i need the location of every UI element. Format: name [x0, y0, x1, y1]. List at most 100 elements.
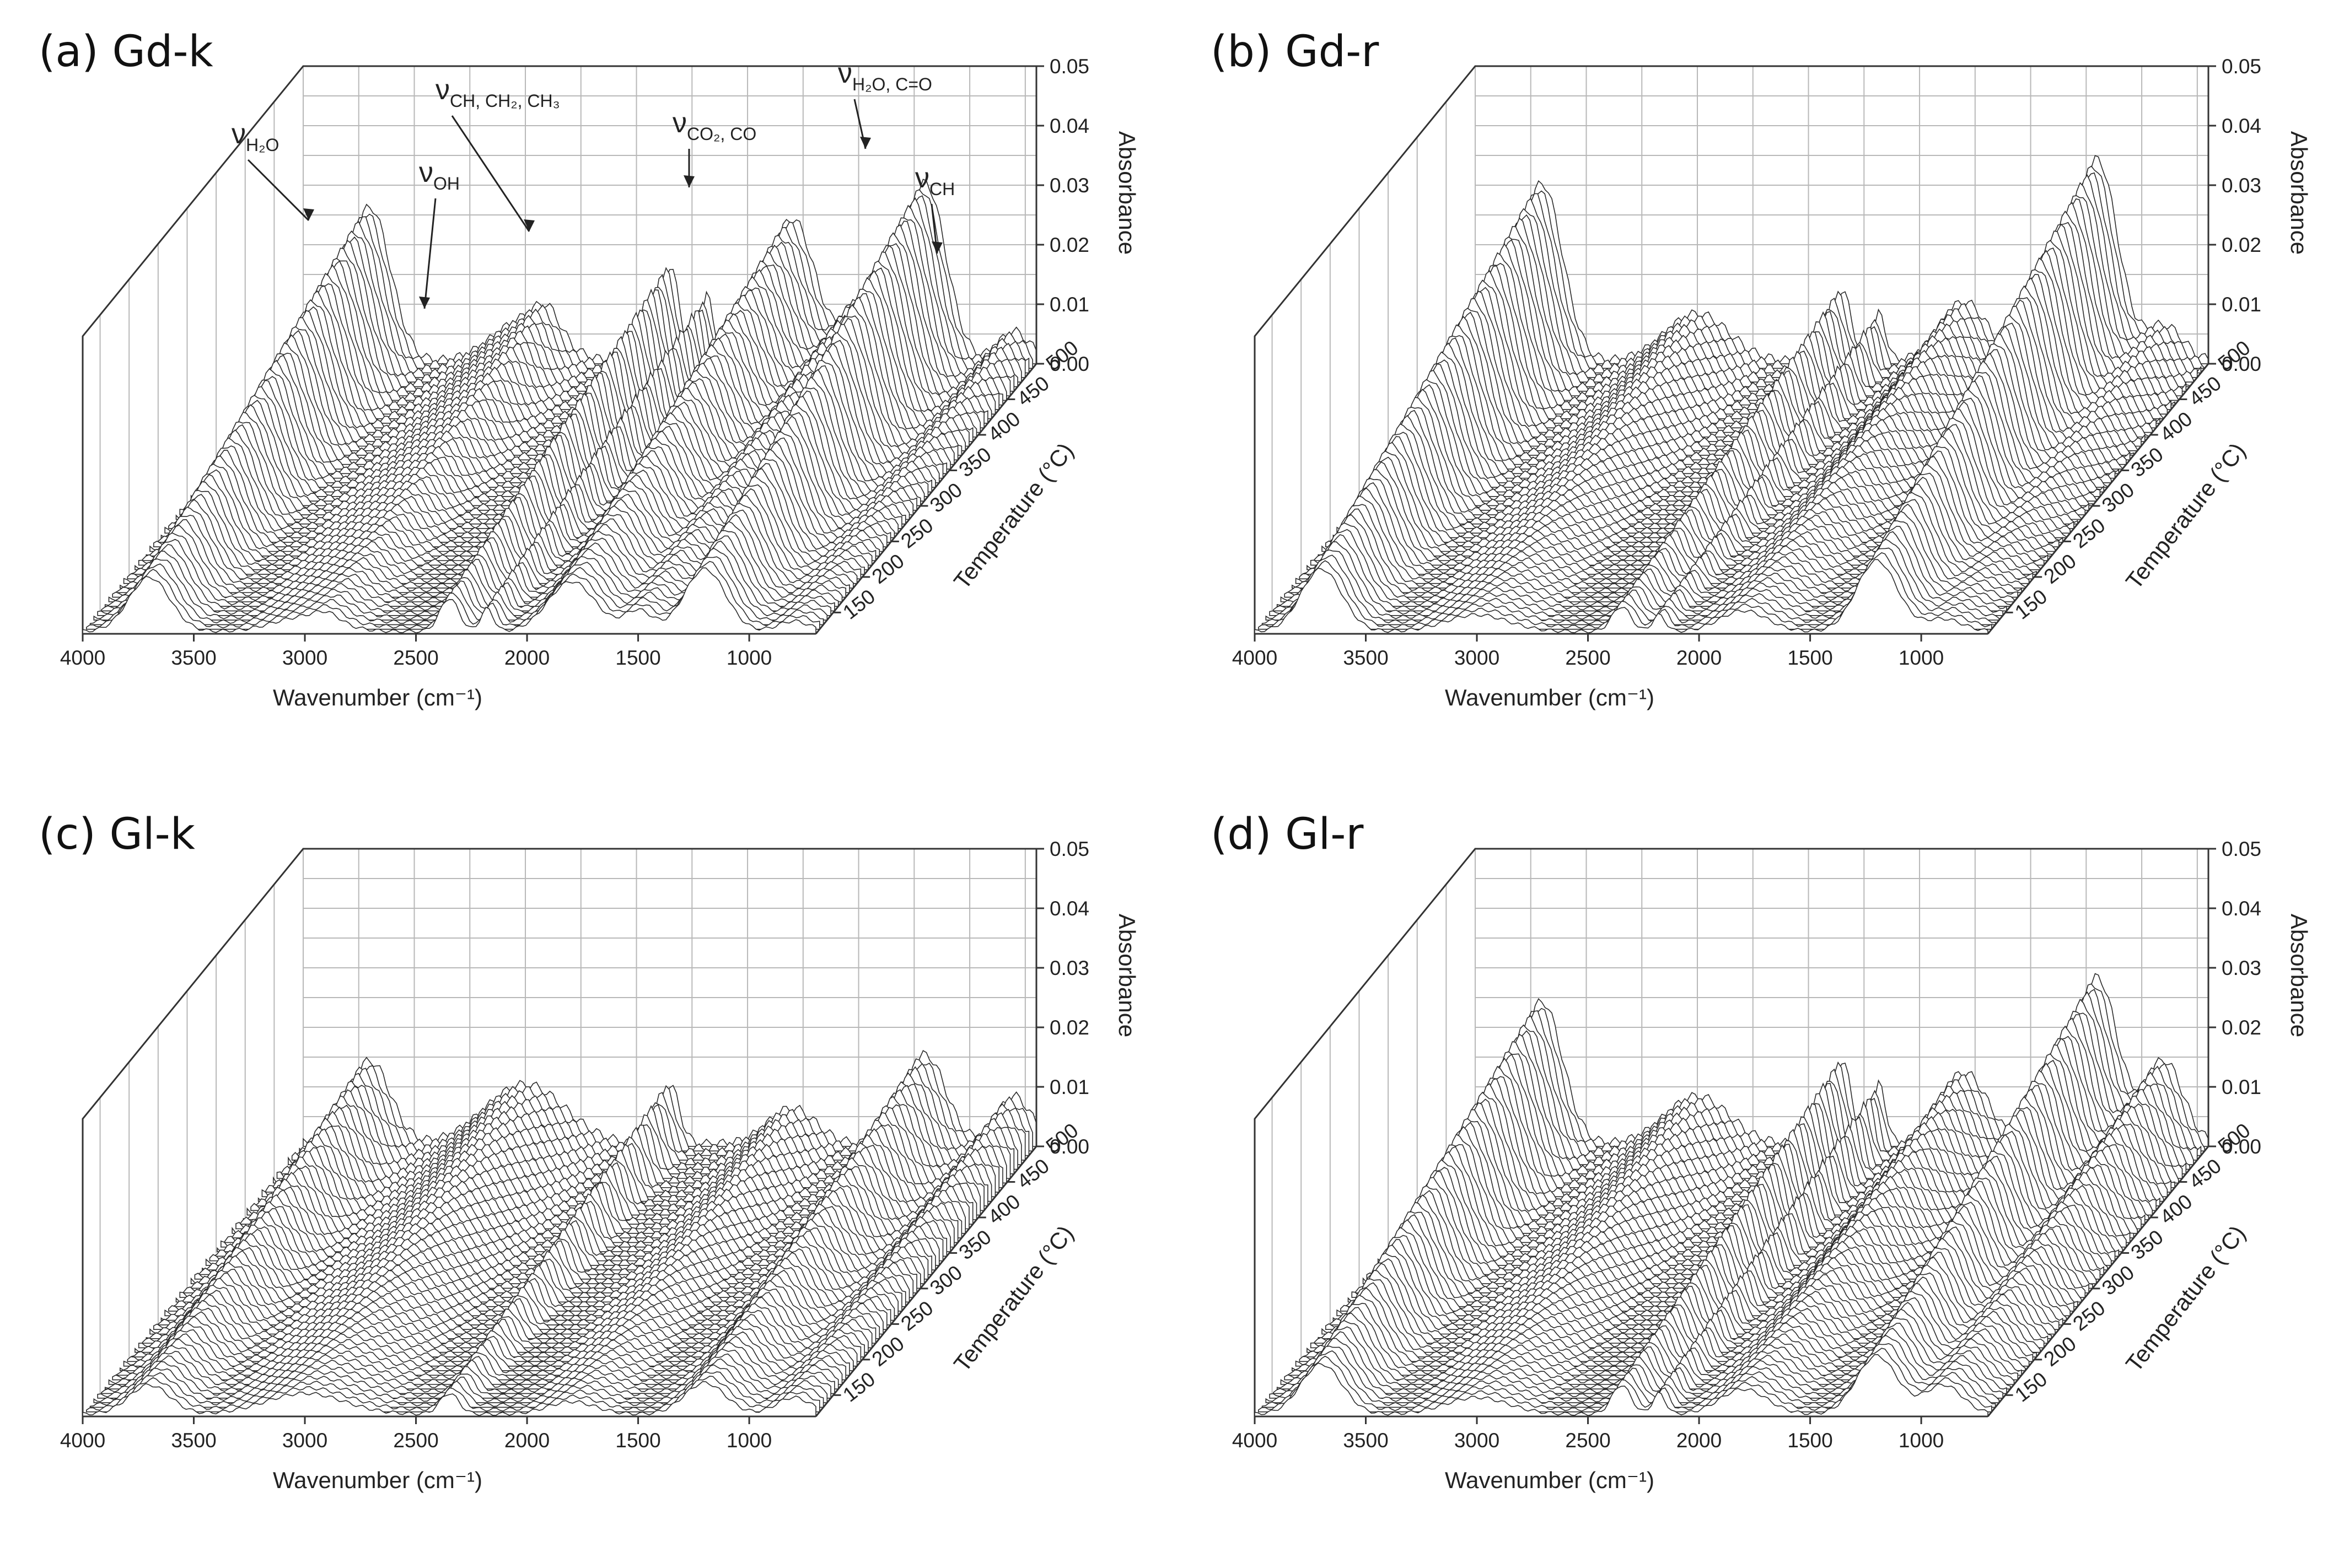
annotation-arrowhead — [524, 219, 535, 231]
x-tick-label: 1000 — [727, 1429, 772, 1452]
absorbance-tick-label: 0.04 — [2222, 115, 2261, 137]
spectrum-series — [1332, 1221, 2067, 1321]
spectrum-series — [1261, 1343, 1996, 1408]
peak-annotation: νH₂O — [232, 118, 314, 222]
absorbance-tick-label: 0.00 — [2222, 1135, 2261, 1158]
spectrum-series — [82, 1381, 816, 1417]
x-tick-label: 3500 — [1343, 646, 1388, 669]
frame-edge — [82, 65, 1036, 634]
spectrum-series — [1314, 1252, 2049, 1344]
absorbance-tick-label: 0.01 — [1050, 1076, 1089, 1098]
x-axis: 4000 3500 3000 2500 2000 1500 1000 Wavenumber (… — [60, 1415, 816, 1493]
x-tick-label: 2000 — [504, 1429, 550, 1452]
x-tick-label: 1500 — [1787, 1429, 1832, 1452]
x-axis: 4000 3500 3000 2500 2000 1500 1000 Wavenumber (… — [1232, 1415, 1988, 1493]
spectrum-series — [1288, 1297, 2022, 1376]
spectra-group — [82, 1050, 1037, 1417]
x-tick-label: 1000 — [727, 646, 772, 669]
annotation-label: νCO₂, CO — [673, 107, 756, 144]
spectrum-series — [1254, 1354, 1988, 1417]
absorbance-axis: 0.00 0.01 0.02 0.03 0.04 0.05 Absorbance — [1035, 838, 1140, 1158]
absorbance-tick-label: 0.05 — [1050, 55, 1089, 78]
absorbance-tick-label: 0.03 — [1050, 174, 1089, 197]
x-tick-label: 3500 — [1343, 1429, 1388, 1452]
absorbance-axis: 0.00 0.01 0.02 0.03 0.04 0.05 Absorbance — [2207, 838, 2312, 1158]
spectrum-series — [1389, 1123, 2123, 1252]
spectrum-series — [1318, 1247, 2052, 1339]
annotation-arrowhead — [303, 208, 314, 220]
frame-edge — [1254, 848, 2208, 1416]
x-axis-label: Wavenumber (cm⁻¹) — [273, 685, 482, 710]
x-tick-label: 3000 — [282, 646, 327, 669]
x-tick-label: 3000 — [1454, 646, 1499, 669]
x-tick-label: 4000 — [60, 646, 105, 669]
x-tick-label: 3500 — [171, 1429, 216, 1452]
panel-title: (d) Gl-r — [1211, 810, 1364, 859]
absorbance-tick-label: 0.01 — [1050, 293, 1089, 316]
absorbance-axis-label: Absorbance — [2286, 914, 2312, 1037]
absorbance-axis-label: Absorbance — [1114, 131, 1140, 255]
spectrum-series — [1276, 1317, 2011, 1389]
x-tick-label: 1500 — [615, 1429, 660, 1452]
spectrum-series — [82, 567, 816, 634]
spectrum-series — [1273, 1322, 2007, 1394]
x-tick-label: 2000 — [1676, 1429, 1722, 1452]
absorbance-tick-label: 0.02 — [1050, 234, 1089, 256]
spectra-group — [1254, 155, 2209, 634]
absorbance-tick-label: 0.02 — [2222, 234, 2261, 256]
annotation-label: νH₂O, C=O — [838, 57, 932, 94]
spectrum-series — [1343, 1201, 2078, 1308]
spectrum-series — [1307, 1264, 2041, 1353]
x-tick-label: 1000 — [1899, 646, 1944, 669]
absorbance-tick-label: 0.02 — [1050, 1016, 1089, 1039]
absorbance-tick-label: 0.00 — [2222, 353, 2261, 375]
panel-title: (c) Gl-k — [39, 810, 195, 859]
absorbance-tick-label: 0.04 — [2222, 897, 2261, 920]
x-tick-label: 1500 — [615, 646, 660, 669]
absorbance-tick-label: 0.05 — [2222, 55, 2261, 78]
spectrum-series — [1303, 1272, 2037, 1357]
spectrum-series — [1329, 1226, 2063, 1325]
x-tick-label: 2000 — [1676, 646, 1722, 669]
absorbance-axis: 0.00 0.01 0.02 0.03 0.04 0.05 Absorbance — [1035, 55, 1140, 375]
annotation-arrow — [451, 115, 530, 232]
x-tick-label: 4000 — [1232, 646, 1277, 669]
absorbance-tick-label: 0.04 — [1050, 897, 1089, 920]
x-tick-label: 4000 — [1232, 1429, 1277, 1452]
x-axis-label: Wavenumber (cm⁻¹) — [1445, 685, 1654, 710]
spectrum-series — [1265, 1334, 2000, 1403]
spectra-group — [1254, 973, 2209, 1417]
annotation-arrowhead — [860, 137, 871, 149]
spectrum-series — [1347, 1193, 2082, 1303]
absorbance-axis-label: Absorbance — [2286, 131, 2312, 255]
absorbance-tick-label: 0.03 — [2222, 957, 2261, 979]
spectrum-series — [1471, 983, 2206, 1152]
absorbance-tick-label: 0.02 — [2222, 1016, 2261, 1039]
x-tick-label: 2500 — [393, 646, 438, 669]
spectrum-series — [1404, 1096, 2138, 1234]
peak-annotation: νOH — [419, 157, 460, 309]
annotation-label: νCH, CH₂, CH₃ — [436, 74, 560, 111]
spectrum-series — [1415, 1081, 2149, 1220]
annotation-arrowhead — [684, 175, 695, 187]
panel-title: (a) Gd-k — [39, 27, 213, 77]
x-tick-label: 1500 — [1787, 646, 1832, 669]
spectrum-series — [1254, 559, 1988, 634]
spectrum-plot-d: (d) Gl-r 4000 3500 3000 2500 2000 1500 1000 Wave… — [1211, 810, 2312, 1493]
spectrum-series — [1374, 1151, 2108, 1271]
annotation-arrow — [423, 198, 437, 309]
absorbance-axis-label: Absorbance — [1114, 914, 1140, 1037]
annotation-arrowhead — [932, 241, 943, 254]
panel-d: (d) Gl-r 4000 3500 3000 2500 2000 1500 1000 Wave… — [1172, 783, 2344, 1565]
frame-edge — [82, 848, 1036, 1416]
panel-title: (b) Gd-r — [1211, 27, 1379, 77]
annotation-arrow — [247, 159, 310, 222]
peak-annotation: νCH, CH₂, CH₃ — [436, 74, 560, 232]
x-axis: 4000 3500 3000 2500 2000 1500 1000 Wavenumber (… — [1232, 633, 1988, 710]
spectrum-series — [1291, 1291, 2026, 1371]
spectrum-plot-b: (b) Gd-r 4000 3500 3000 2500 2000 1500 1000 Wave… — [1211, 27, 2312, 710]
spectrum-plot-a: (a) Gd-k 4000 3500 3000 2500 2000 1500 1000 Wave… — [39, 27, 1140, 710]
annotation-label: νCH — [915, 162, 955, 199]
spectrum-series — [1358, 1177, 2093, 1289]
